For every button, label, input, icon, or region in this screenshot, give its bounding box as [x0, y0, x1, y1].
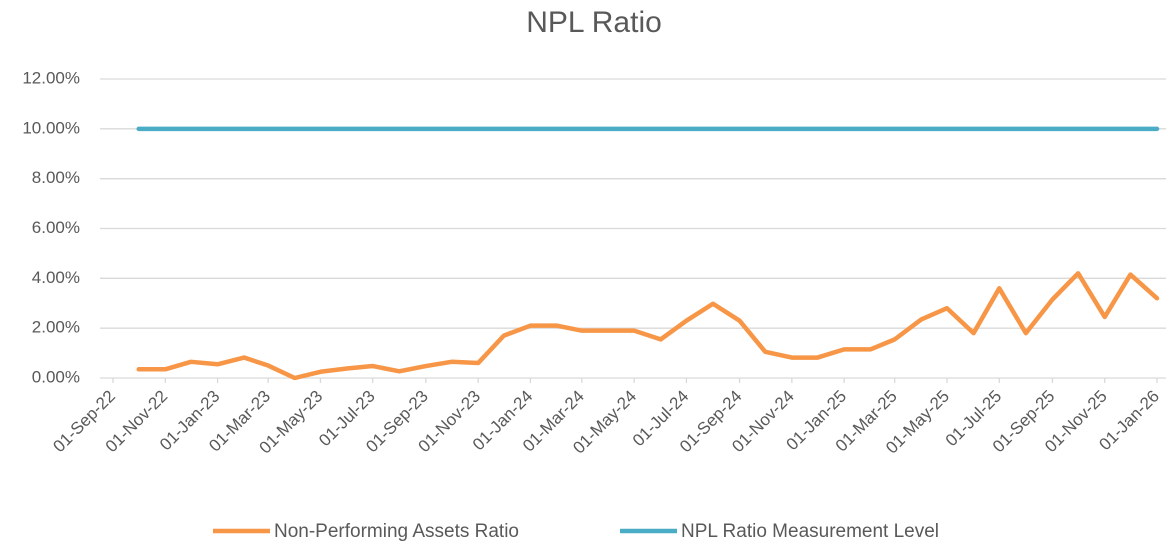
chart-title: NPL Ratio	[526, 6, 662, 39]
legend-label: Non-Performing Assets Ratio	[274, 521, 519, 542]
y-tick-label: 12.00%	[22, 68, 80, 87]
y-tick-label: 2.00%	[32, 318, 80, 337]
y-tick-label: 8.00%	[32, 168, 80, 187]
y-tick-label: 0.00%	[32, 367, 80, 386]
y-tick-label: 6.00%	[32, 218, 80, 237]
y-tick-label: 4.00%	[32, 268, 80, 287]
y-tick-label: 10.00%	[22, 118, 80, 137]
legend-label: NPL Ratio Measurement Level	[681, 521, 939, 542]
series-line	[136, 271, 1160, 381]
